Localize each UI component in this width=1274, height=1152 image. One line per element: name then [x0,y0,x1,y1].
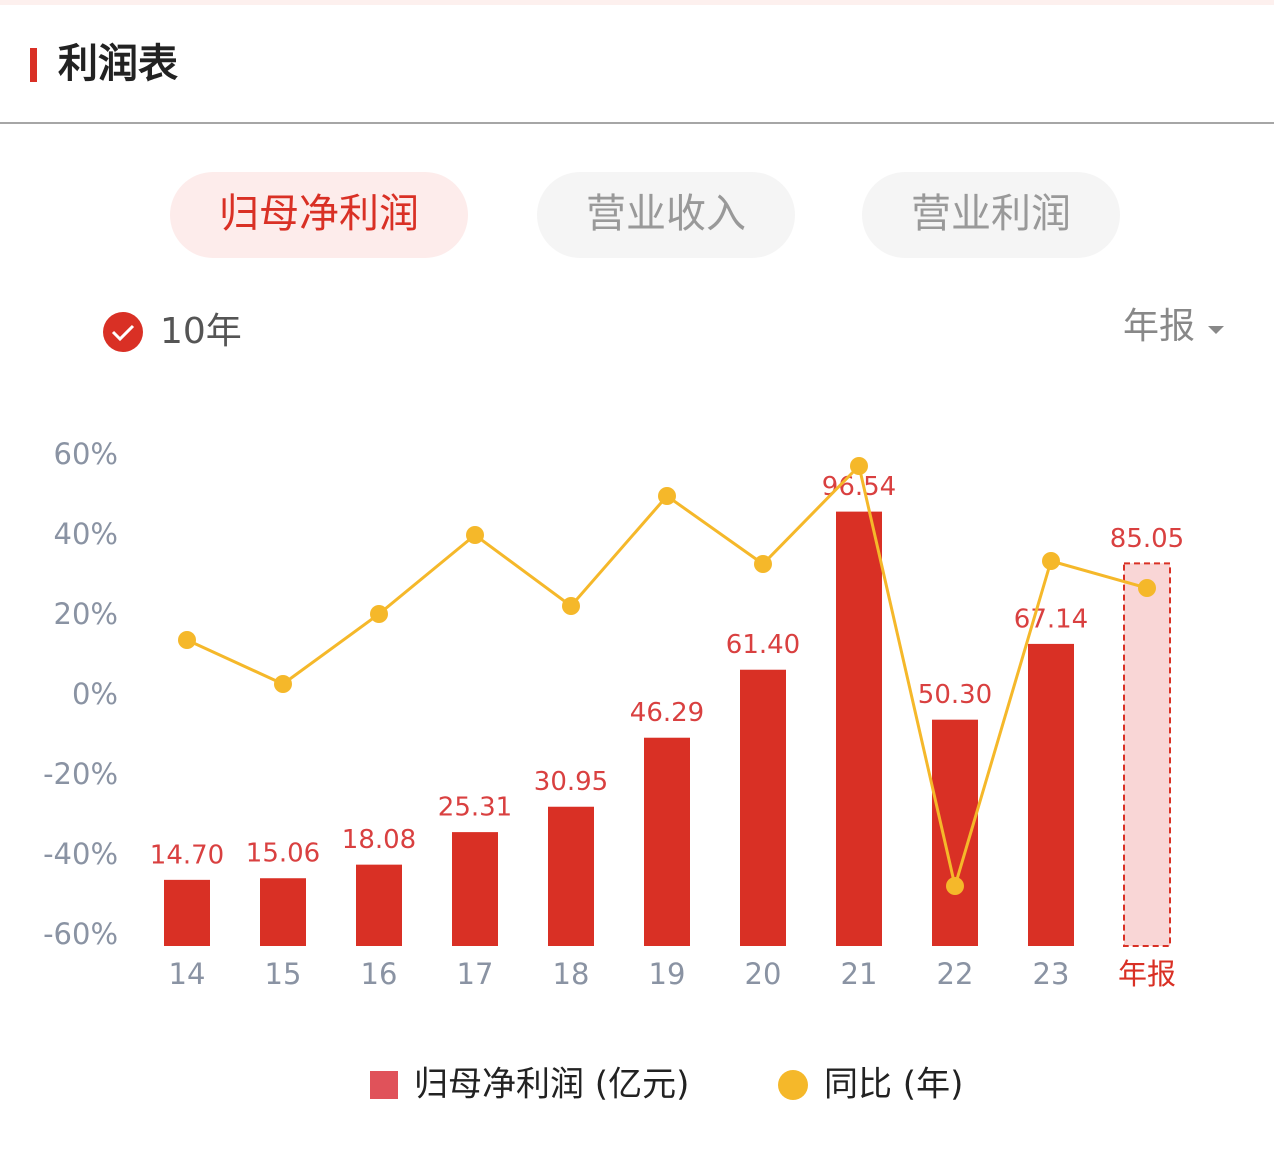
bar-value-label: 67.14 [1014,604,1088,634]
yoy-point [658,487,676,505]
x-tick-label: 21 [841,957,878,991]
yoy-point [274,675,292,693]
tab-bar: 归母净利润 营业收入 营业利润 [170,172,1120,258]
yoy-point [754,555,772,573]
y-tick-label: 40% [54,517,118,551]
x-tick-label: 23 [1033,957,1070,991]
bar [452,832,498,946]
tab[interactable]: 营业收入 [537,172,795,258]
bar [356,864,402,946]
yoy-point [562,597,580,615]
bar [1123,562,1171,947]
legend-swatch [370,1071,398,1099]
tab-label: 归母净利润 [219,191,419,237]
tab-pill [537,172,795,258]
range-toggle[interactable]: 10年 [103,311,242,352]
y-tick-label: 20% [54,597,118,631]
y-tick-label: 0% [72,677,118,711]
top-strip [0,0,1274,5]
legend-label: 同比 (年) [824,1065,963,1105]
section-title: 利润表 [58,41,178,87]
legend-swatch [778,1070,808,1100]
x-tick-label: 17 [457,957,494,991]
yoy-point [466,526,484,544]
bar-value-label: 30.95 [534,767,608,797]
bar-value-label: 25.31 [438,793,512,823]
bar [740,669,786,946]
bar [836,511,882,946]
x-tick-label: 14 [169,957,206,991]
check-mark [111,324,135,342]
yoy-point [1138,579,1156,597]
bar-value-label: 85.05 [1110,524,1184,554]
yoy-point [946,877,964,895]
dropdown-caret [1208,326,1224,334]
legend: 归母净利润 (亿元) 同比 (年) [370,1065,963,1105]
bar [1028,643,1074,946]
x-tick-label: 20 [745,957,782,991]
bar-value-label: 15.06 [246,839,320,869]
yoy-point [370,605,388,623]
legend-label: 归母净利润 (亿元) [414,1065,689,1105]
bar-value-label: 18.08 [342,825,416,855]
tab-pill [170,172,468,258]
tab-pill [862,172,1120,258]
tab[interactable]: 归母净利润 [170,172,468,258]
bar-value-label: 14.70 [150,840,224,870]
y-tick-label: 60% [54,437,118,471]
y-tick-label: -60% [43,917,118,951]
x-tick-label: 年报 [1118,957,1176,991]
x-tick-label: 18 [553,957,590,991]
legend-item[interactable]: 归母净利润 (亿元) [370,1065,689,1105]
yoy-point [1042,552,1060,570]
bar-value-label: 46.29 [630,698,704,728]
yoy-point [850,457,868,475]
period-label: 年报 [1123,306,1195,347]
bar [260,878,306,946]
tab[interactable]: 营业利润 [862,172,1120,258]
bar [164,879,210,946]
tab-label: 营业收入 [586,191,746,237]
bar [548,806,594,946]
tab-label: 营业利润 [911,191,1071,237]
check-icon [103,312,143,352]
bar-value-label: 61.40 [726,630,800,660]
bar [644,737,690,946]
yoy-point [178,631,196,649]
bar-value-label: 96.54 [822,472,896,502]
y-tick-label: -40% [43,837,118,871]
range-label: 10年 [160,311,242,352]
chart: 60% 40% 20% 0% -20% -40% -60% 14 15 16 17 18 19 20 21 2… [43,437,1184,991]
title-marker [30,48,37,82]
x-tick-label: 19 [649,957,686,991]
y-tick-label: -20% [43,757,118,791]
x-tick-label: 16 [361,957,398,991]
x-tick-label: 22 [937,957,974,991]
legend-item[interactable]: 同比 (年) [778,1065,963,1105]
x-tick-label: 15 [265,957,302,991]
period-dropdown[interactable]: 年报 [1123,306,1224,347]
bar-value-label: 50.30 [918,680,992,710]
